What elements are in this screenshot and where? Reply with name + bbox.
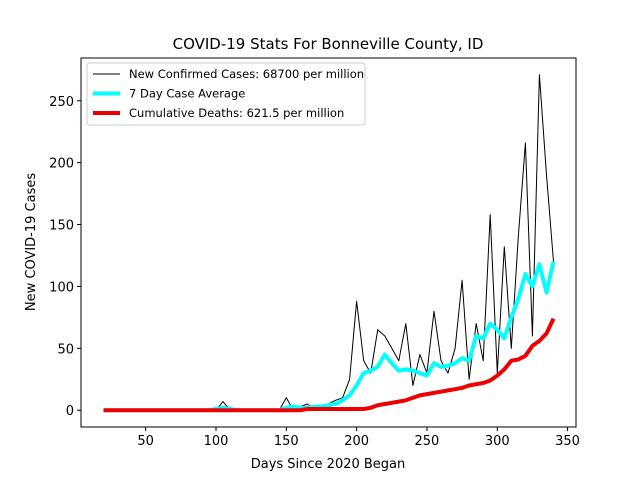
- y-axis-label: New COVID-19 Cases: [24, 173, 39, 311]
- x-tick-label: 300: [485, 434, 510, 449]
- x-tick-label: 200: [344, 434, 369, 449]
- legend-label: New Confirmed Cases: 68700 per million: [129, 67, 364, 81]
- y-tick-label: 150: [49, 219, 74, 234]
- x-tick-label: 350: [555, 434, 580, 449]
- chart-title: COVID-19 Stats For Bonneville County, ID: [173, 35, 484, 53]
- y-tick-label: 0: [66, 404, 74, 419]
- x-tick-label: 150: [274, 434, 299, 449]
- x-tick-label: 100: [204, 434, 229, 449]
- legend-box: [86, 62, 366, 126]
- x-tick-label: 50: [137, 434, 154, 449]
- x-tick-label: 250: [415, 434, 440, 449]
- y-tick-label: 200: [49, 157, 74, 172]
- plot-frame: [80, 57, 577, 428]
- x-axis-label: Days Since 2020 Began: [251, 457, 406, 472]
- legend-label: 7 Day Case Average: [129, 87, 245, 101]
- y-tick-label: 250: [49, 95, 74, 110]
- data-line: [103, 317, 556, 413]
- y-tick-label: 50: [57, 342, 74, 357]
- y-tick-label: 100: [49, 280, 74, 295]
- legend-label: Cumulative Deaths: 621.5 per million: [129, 106, 344, 120]
